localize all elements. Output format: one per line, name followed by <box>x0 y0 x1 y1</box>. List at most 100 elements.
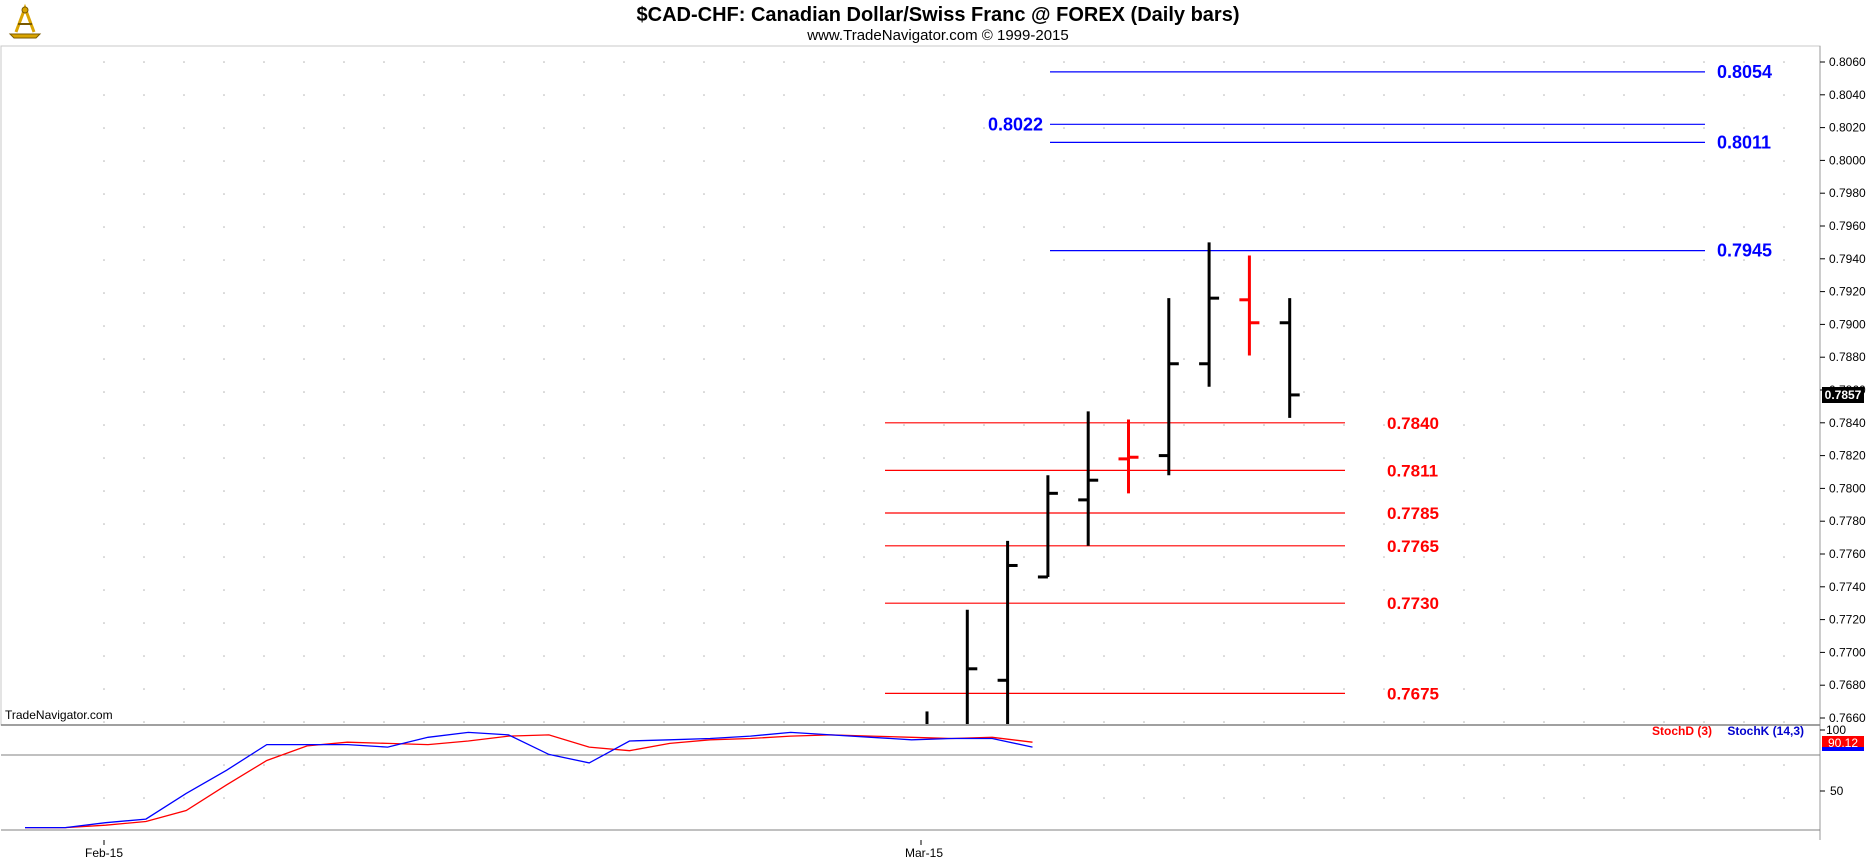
grid-dot <box>1223 622 1225 624</box>
grid-dot <box>1503 226 1505 228</box>
grid-dot <box>583 325 585 327</box>
grid-dot <box>1743 127 1745 129</box>
grid-dot <box>1383 325 1385 327</box>
grid-dot <box>1503 457 1505 459</box>
grid-dot <box>383 94 385 96</box>
grid-dot <box>1103 589 1105 591</box>
grid-dot <box>1143 523 1145 525</box>
stoch-grid-dot <box>1463 764 1465 766</box>
grid-dot <box>1103 655 1105 657</box>
stoch-grid-dot <box>623 797 625 799</box>
grid-dot <box>663 688 665 690</box>
grid-dot <box>983 424 985 426</box>
grid-dot <box>223 226 225 228</box>
grid-dot <box>743 457 745 459</box>
grid-dot <box>623 94 625 96</box>
stoch-grid-dot <box>1743 764 1745 766</box>
grid-dot <box>423 358 425 360</box>
grid-dot <box>1263 61 1265 63</box>
grid-dot <box>1223 358 1225 360</box>
grid-dot <box>1703 556 1705 558</box>
grid-dot <box>623 424 625 426</box>
grid-dot <box>343 358 345 360</box>
grid-dot <box>1503 259 1505 261</box>
stoch-grid-dot <box>1703 797 1705 799</box>
grid-dot <box>783 292 785 294</box>
grid-dot <box>983 622 985 624</box>
stoch-grid-dot <box>303 764 305 766</box>
grid-dot <box>1663 358 1665 360</box>
grid-dot <box>583 358 585 360</box>
grid-dot <box>1383 94 1385 96</box>
grid-dot <box>943 490 945 492</box>
grid-dot <box>1103 457 1105 459</box>
grid-dot <box>1423 589 1425 591</box>
grid-dot <box>863 424 865 426</box>
grid-dot <box>1263 292 1265 294</box>
grid-dot <box>543 556 545 558</box>
grid-dot <box>663 391 665 393</box>
grid-dot <box>543 292 545 294</box>
grid-dot <box>623 292 625 294</box>
grid-dot <box>1503 490 1505 492</box>
grid-dot <box>1623 688 1625 690</box>
grid-dot <box>863 556 865 558</box>
grid-dot <box>943 160 945 162</box>
grid-dot <box>1743 160 1745 162</box>
grid-dot <box>1063 589 1065 591</box>
grid-dot <box>1303 622 1305 624</box>
grid-dot <box>103 226 105 228</box>
grid-dot <box>183 193 185 195</box>
grid-dot <box>1063 655 1065 657</box>
stoch-grid-dot <box>663 797 665 799</box>
grid-dot <box>583 424 585 426</box>
grid-dot <box>1143 457 1145 459</box>
grid-dot <box>903 325 905 327</box>
grid-dot <box>1543 259 1545 261</box>
grid-dot <box>583 622 585 624</box>
grid-dot <box>1463 160 1465 162</box>
grid-dot <box>1103 358 1105 360</box>
grid-dot <box>863 655 865 657</box>
grid-dot <box>903 523 905 525</box>
grid-dot <box>823 226 825 228</box>
grid-dot <box>743 61 745 63</box>
grid-dot <box>423 622 425 624</box>
grid-dot <box>1783 325 1785 327</box>
grid-dot <box>183 127 185 129</box>
grid-dot <box>1423 622 1425 624</box>
grid-dot <box>1663 226 1665 228</box>
grid-dot <box>1183 160 1185 162</box>
grid-dot <box>943 127 945 129</box>
grid-dot <box>1543 655 1545 657</box>
grid-dot <box>423 259 425 261</box>
grid-dot <box>663 523 665 525</box>
grid-dot <box>1223 457 1225 459</box>
grid-dot <box>143 556 145 558</box>
grid-dot <box>143 490 145 492</box>
stoch-grid-dot <box>1303 764 1305 766</box>
date-tick-feb: Feb-15 <box>85 846 123 860</box>
grid-dot <box>503 721 505 723</box>
grid-dot <box>703 424 705 426</box>
grid-dot <box>1783 259 1785 261</box>
stoch-grid-dot <box>1143 764 1145 766</box>
grid-dot <box>1463 391 1465 393</box>
grid-dot <box>583 292 585 294</box>
grid-dot <box>1143 589 1145 591</box>
grid-dot <box>1143 556 1145 558</box>
stoch-grid-dot <box>223 797 225 799</box>
grid-dot <box>1743 556 1745 558</box>
grid-dot <box>1183 424 1185 426</box>
grid-dot <box>1343 556 1345 558</box>
grid-dot <box>783 358 785 360</box>
grid-dot <box>1183 226 1185 228</box>
grid-dot <box>1743 94 1745 96</box>
grid-dot <box>1303 490 1305 492</box>
grid-dot <box>583 490 585 492</box>
grid-dot <box>1263 622 1265 624</box>
stoch-grid-dot <box>583 797 585 799</box>
stoch-grid-dot <box>703 797 705 799</box>
grid-dot <box>423 325 425 327</box>
grid-dot <box>943 589 945 591</box>
